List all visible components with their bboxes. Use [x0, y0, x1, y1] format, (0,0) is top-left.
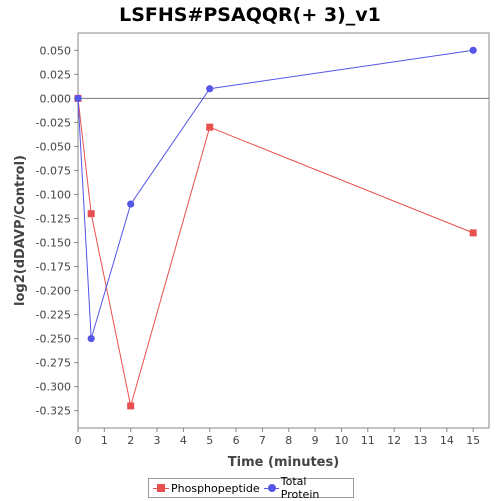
x-tick-label: 12: [387, 434, 401, 447]
y-tick-label: -0.300: [36, 381, 71, 394]
chart-legend: Phosphopeptide Total Protein: [148, 475, 354, 501]
y-tick-label: 0.025: [40, 68, 72, 81]
y-tick-label: -0.100: [36, 188, 71, 201]
y-tick-label: -0.150: [36, 237, 71, 250]
y-tick-label: -0.075: [36, 164, 71, 177]
y-tick-label: -0.250: [36, 333, 71, 346]
legend-swatch-phosphopeptide: [153, 483, 169, 493]
x-tick-label: 13: [414, 434, 428, 447]
legend-label-total-protein: Total Protein: [280, 475, 320, 501]
legend-item-total-protein: Total Protein: [263, 475, 345, 501]
y-tick-label: -0.175: [36, 261, 71, 274]
y-tick-label: -0.225: [36, 309, 71, 322]
x-tick-label: 1: [101, 434, 108, 447]
x-tick-label: 14: [440, 434, 454, 447]
y-tick-label: -0.325: [36, 405, 71, 418]
y-tick-label: 0.000: [40, 92, 72, 105]
data-point-phosphopeptide: [206, 123, 214, 131]
legend-item-phosphopeptide: Phosphopeptide: [153, 482, 260, 495]
chart-title: LSFHS#PSAQQR(+ 3)_v1: [119, 4, 381, 26]
x-tick-label: 8: [285, 434, 292, 447]
x-tick-label: 15: [466, 434, 480, 447]
x-tick-label: 0: [75, 434, 82, 447]
y-tick-label: -0.125: [36, 212, 71, 225]
x-axis-label: Time (minutes): [228, 455, 339, 470]
data-point-phosphopeptide: [127, 402, 135, 410]
y-tick-label: -0.025: [36, 116, 71, 129]
y-axis-label: log2(dDAVP/Control): [13, 155, 28, 306]
x-tick-label: 2: [127, 434, 134, 447]
y-tick-label: 0.050: [40, 44, 72, 57]
y-tick-label: -0.050: [36, 140, 71, 153]
x-tick-label: 10: [334, 434, 348, 447]
x-tick-label: 9: [312, 434, 319, 447]
data-point-phosphopeptide: [87, 210, 95, 218]
data-point-phosphopeptide: [469, 229, 477, 237]
y-tick-label: -0.275: [36, 357, 71, 370]
x-tick-label: 6: [233, 434, 240, 447]
data-point-total-protein: [127, 200, 135, 208]
data-point-total-protein: [74, 94, 82, 102]
x-tick-label: 11: [361, 434, 375, 447]
x-tick-label: 5: [206, 434, 213, 447]
x-tick-label: 3: [154, 434, 161, 447]
legend-label-phosphopeptide: Phosphopeptide: [171, 481, 260, 495]
data-point-total-protein: [469, 46, 477, 54]
y-tick-label: -0.200: [36, 285, 71, 298]
plot-area: [77, 32, 490, 429]
data-point-total-protein: [87, 335, 95, 343]
x-tick-label: 4: [180, 434, 187, 447]
legend-swatch-total-protein: [263, 483, 279, 493]
x-tick-label: 7: [259, 434, 266, 447]
data-point-total-protein: [206, 85, 214, 93]
